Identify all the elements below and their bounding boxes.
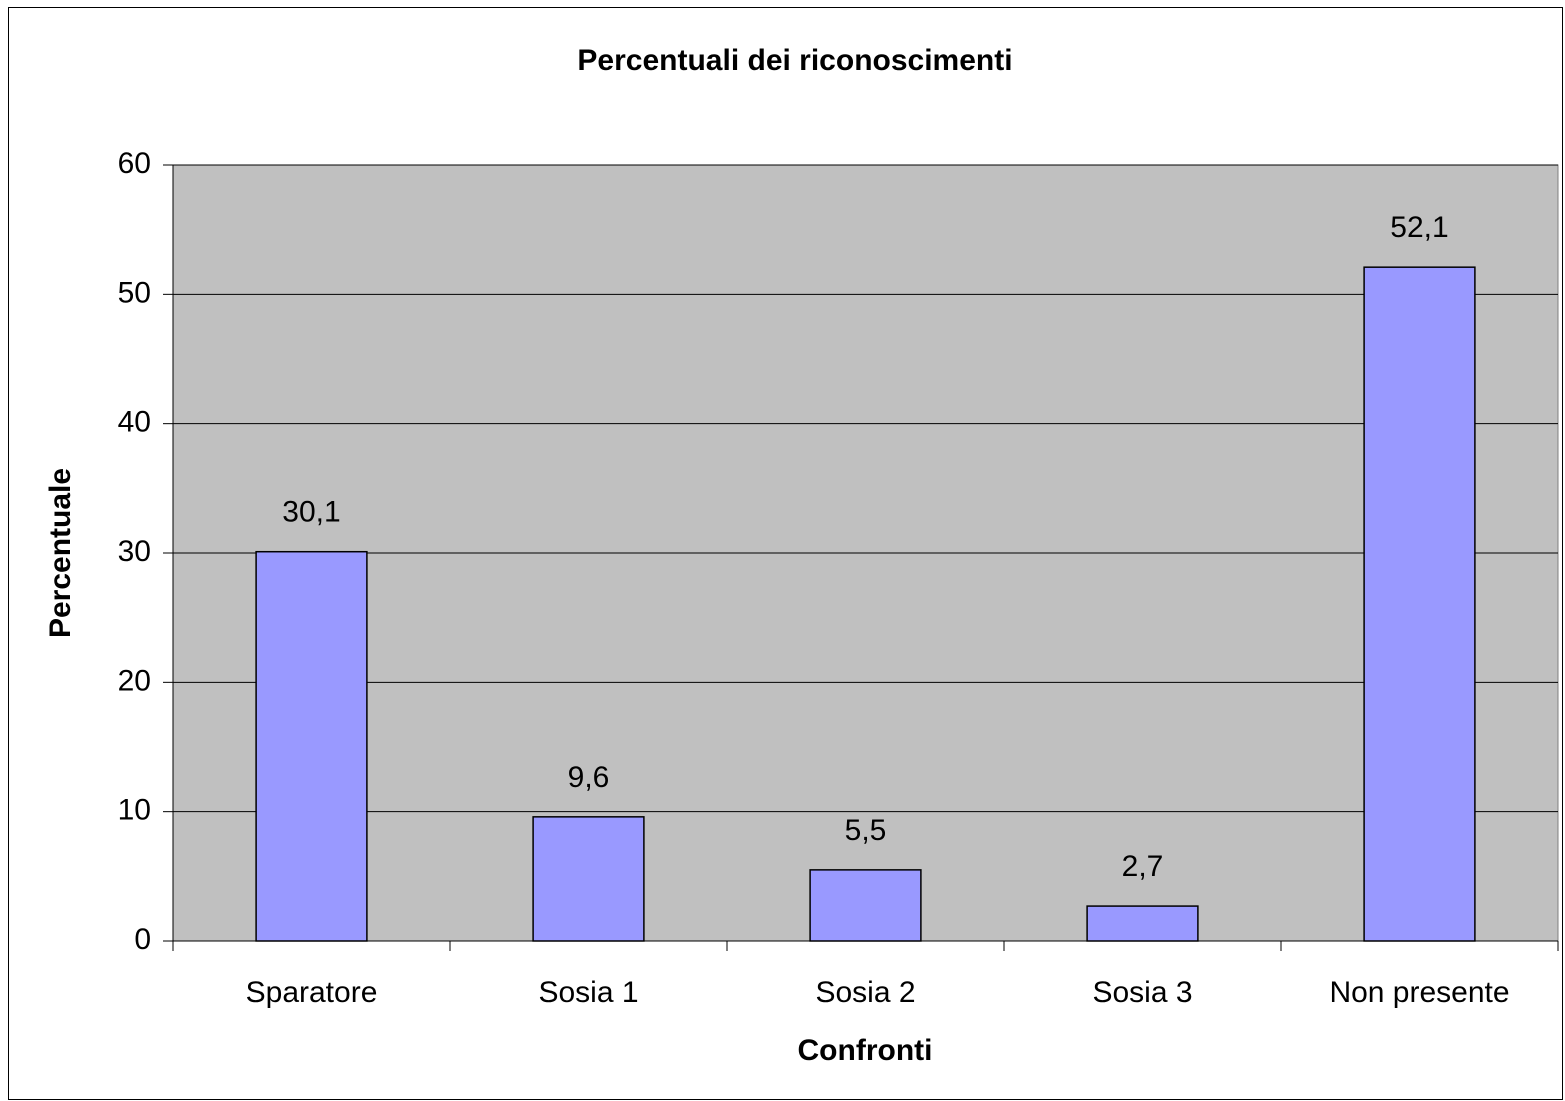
bar <box>532 816 645 942</box>
bar <box>1086 905 1199 942</box>
y-tick-label: 60 <box>118 147 151 180</box>
data-label: 9,6 <box>568 761 610 794</box>
data-label: 2,7 <box>1122 850 1164 883</box>
x-tick-label: Non presente <box>1329 976 1509 1009</box>
y-tick-label: 0 <box>134 923 151 956</box>
data-label: 5,5 <box>845 814 887 847</box>
x-tick-label: Sparatore <box>246 976 378 1009</box>
x-tick-label: Sosia 3 <box>1092 976 1192 1009</box>
y-tick-label: 40 <box>118 406 151 439</box>
y-axis-title: Percentuale <box>44 468 77 638</box>
y-tick-label: 10 <box>118 794 151 827</box>
bar <box>809 869 922 942</box>
data-label: 30,1 <box>282 496 340 529</box>
y-tick-label: 30 <box>118 535 151 568</box>
x-axis-title: Confronti <box>798 1034 933 1067</box>
x-tick-label: Sosia 1 <box>538 976 638 1009</box>
data-label: 52,1 <box>1390 211 1448 244</box>
x-tick-label: Sosia 2 <box>815 976 915 1009</box>
y-tick-label: 50 <box>118 276 151 309</box>
chart-title: Percentuali dei riconoscimenti <box>577 44 1012 77</box>
y-tick-label: 20 <box>118 664 151 697</box>
bar <box>255 550 368 942</box>
bar <box>1363 266 1476 942</box>
